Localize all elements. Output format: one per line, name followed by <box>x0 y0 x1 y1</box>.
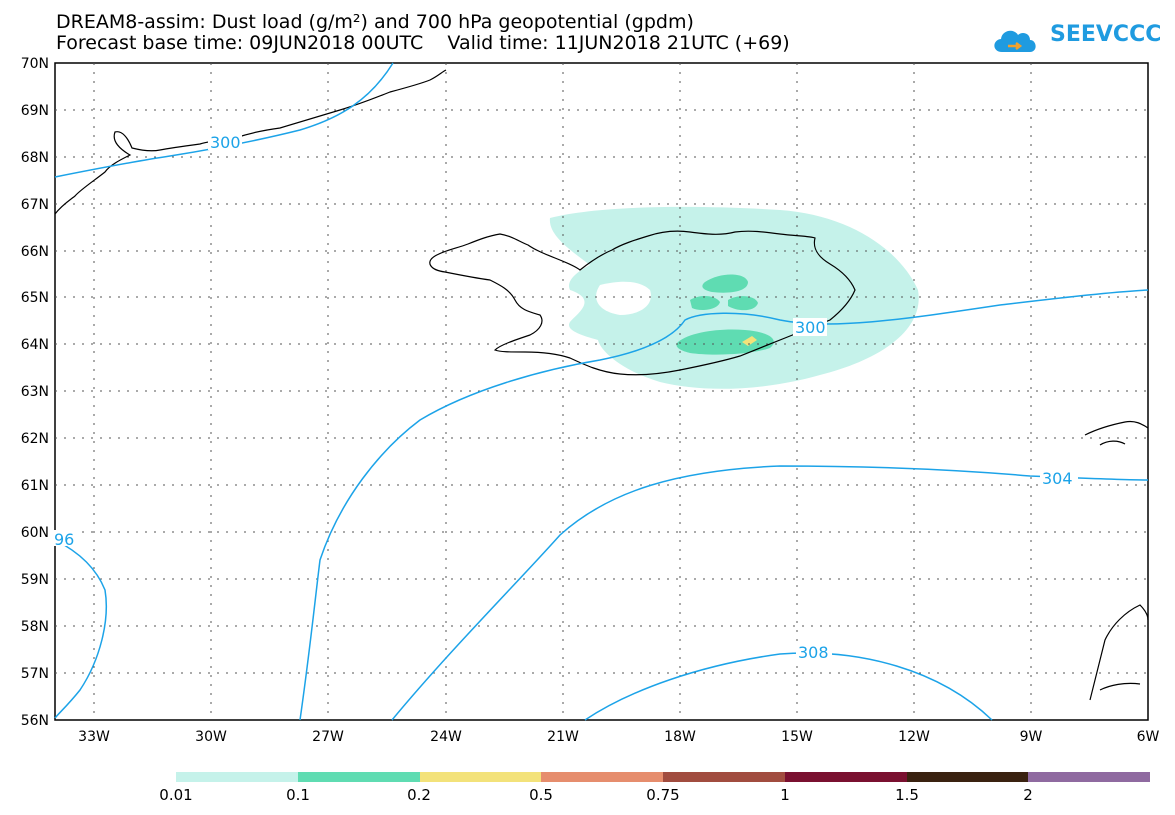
lon-label: 33W <box>78 729 110 745</box>
legend-swatch <box>784 772 907 782</box>
greenland-coast <box>54 69 447 215</box>
dust-shading <box>549 206 919 389</box>
legend-swatch <box>541 772 663 782</box>
lon-label: 12W <box>898 729 930 745</box>
graticule <box>55 63 1148 720</box>
contour-308 <box>584 652 993 721</box>
map-title: DREAM8-assim: Dust load (g/m²) and 700 h… <box>56 11 694 33</box>
legend-label: 0.2 <box>407 786 431 804</box>
lat-label: 69N <box>21 103 49 119</box>
lon-label: 24W <box>430 729 462 745</box>
contour-label-304: 304 <box>1042 469 1073 488</box>
dust-area-mid-1 <box>702 274 748 293</box>
lat-label: 70N <box>21 56 49 72</box>
legend-swatch <box>906 772 1029 782</box>
faroe-shetland-coast <box>1084 420 1149 446</box>
lat-label: 65N <box>21 290 49 306</box>
dust-hole <box>596 281 651 315</box>
legend-label: 1.5 <box>895 786 919 804</box>
legend-label: 0.01 <box>159 786 193 804</box>
contour-300-north <box>54 62 394 178</box>
lon-label: 30W <box>195 729 227 745</box>
lon-label: 15W <box>781 729 813 745</box>
lon-label: 6W <box>1137 729 1160 745</box>
lat-label: 61N <box>21 478 49 494</box>
dust-area-high <box>742 336 757 346</box>
contour-296 <box>54 539 108 719</box>
lat-label: 68N <box>21 150 49 166</box>
scotland-coast <box>1089 604 1149 701</box>
lat-label: 62N <box>21 431 49 447</box>
legend-label: 0.1 <box>286 786 310 804</box>
lat-label: 57N <box>21 666 49 682</box>
dust-area-mid-2 <box>690 296 720 310</box>
coastlines <box>54 69 1149 701</box>
contour-labels: 300 300 304 96 308 <box>52 133 1078 662</box>
lat-label: 67N <box>21 197 49 213</box>
seevccc-logo: SEEVCCC <box>1050 22 1162 47</box>
color-legend <box>176 772 1150 782</box>
lon-label: 21W <box>547 729 579 745</box>
lat-label: 63N <box>21 384 49 400</box>
lat-label: 64N <box>21 337 49 353</box>
lat-label: 60N <box>21 525 49 541</box>
contour-300-iceland <box>299 289 1149 721</box>
lat-label: 56N <box>21 713 49 729</box>
longitude-labels: 33W 30W 27W 24W 21W 18W 15W 12W 9W 6W <box>78 729 1159 745</box>
cloud-icon <box>994 30 1036 52</box>
legend-swatch <box>1028 772 1150 782</box>
lat-label: 59N <box>21 572 49 588</box>
lon-label: 9W <box>1020 729 1043 745</box>
contour-label-300-iceland: 300 <box>795 318 826 337</box>
lon-label: 18W <box>664 729 696 745</box>
lat-label: 66N <box>21 244 49 260</box>
latitude-labels: 70N 69N 68N 67N 66N 65N 64N 63N 62N 61N … <box>21 56 49 729</box>
legend-swatch <box>176 772 298 782</box>
map-subtitle: Forecast base time: 09JUN2018 00UTC Vali… <box>56 32 790 54</box>
legend-swatch <box>297 772 420 782</box>
legend-label: 2 <box>1023 786 1033 804</box>
contour-304 <box>391 465 1149 721</box>
legend-swatch <box>663 772 785 782</box>
dust-area-mid-4 <box>676 329 774 355</box>
contour-label-308: 308 <box>798 643 829 662</box>
legend-label: 1 <box>780 786 790 804</box>
iceland-coast <box>429 230 856 376</box>
lat-label: 58N <box>21 619 49 635</box>
dust-area-mid-3 <box>728 296 758 311</box>
legend-swatch <box>419 772 542 782</box>
lon-label: 27W <box>312 729 344 745</box>
contour-label-300-north: 300 <box>210 133 241 152</box>
legend-label: 0.5 <box>529 786 553 804</box>
legend-label: 0.75 <box>646 786 680 804</box>
contour-label-296: 96 <box>54 530 74 549</box>
